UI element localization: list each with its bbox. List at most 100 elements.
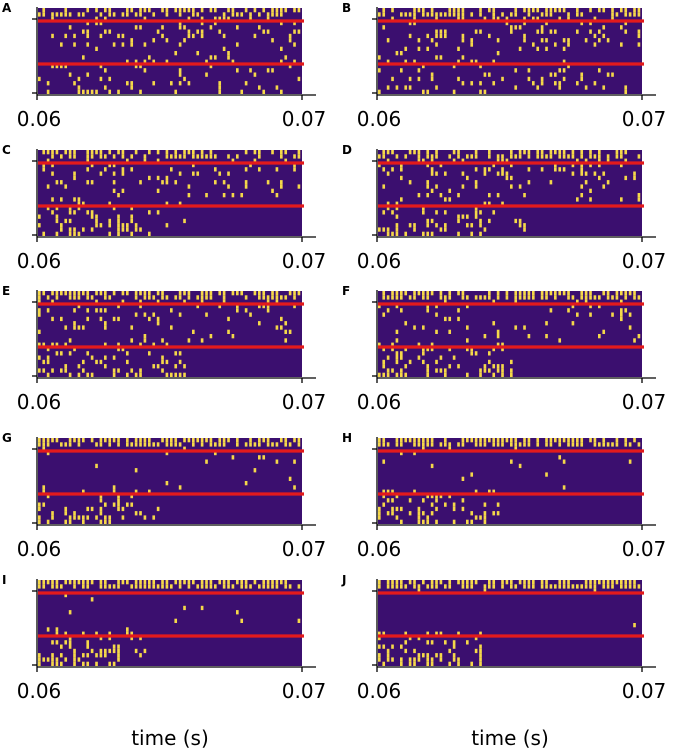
spike-cell — [293, 29, 296, 34]
spike-cell — [417, 506, 421, 512]
spike-cell — [222, 193, 226, 198]
spike-cell — [205, 438, 208, 443]
spike-cell — [439, 291, 443, 296]
spike-cell — [606, 180, 610, 185]
spike-cell — [549, 308, 553, 313]
spike-cell — [209, 580, 213, 585]
spike-cell — [554, 8, 557, 13]
spike-cell — [280, 184, 283, 189]
spike-cell — [479, 653, 482, 658]
spike-cell — [470, 154, 474, 159]
spike-cell — [400, 162, 403, 168]
spike-cell — [510, 459, 513, 464]
spike-cell — [73, 308, 76, 313]
spike-cell — [540, 150, 544, 155]
spike-cell — [183, 76, 186, 82]
spike-cell — [470, 81, 474, 86]
spike-cell — [558, 580, 562, 585]
spike-cell — [466, 580, 469, 585]
spike-cell — [90, 154, 94, 159]
spike-cell — [426, 346, 430, 352]
spike-cell — [426, 46, 430, 51]
spike-cell — [117, 218, 120, 224]
spike-cell — [165, 481, 169, 486]
spike-cell — [192, 329, 195, 334]
spike-cell — [112, 502, 116, 507]
spike-cell — [112, 162, 116, 168]
spike-cell — [457, 580, 460, 585]
spike-cell — [602, 580, 606, 585]
spike-cell — [448, 364, 452, 369]
spike-cell — [400, 438, 403, 443]
spike-cell — [444, 171, 447, 176]
spike-cell — [395, 351, 399, 356]
spike-cell — [444, 33, 447, 39]
spike-cell — [470, 231, 474, 236]
spike-cell — [258, 321, 261, 326]
spike-cell — [108, 438, 112, 443]
spike-cell — [514, 325, 518, 330]
spike-cell — [488, 584, 491, 589]
spike-cell — [514, 291, 518, 296]
spike-cell — [121, 171, 125, 176]
spike-cell — [501, 167, 504, 172]
spike-cell — [492, 580, 496, 585]
spike-cell — [620, 42, 623, 47]
spike-cell — [218, 81, 222, 86]
spike-cell — [51, 657, 54, 662]
spike-cell — [231, 334, 235, 339]
spike-cell — [64, 8, 68, 13]
spike-cell — [395, 515, 399, 520]
spike-cell — [536, 150, 540, 155]
spike-cell — [42, 342, 46, 347]
spike-cells — [38, 291, 301, 377]
spike-cell — [218, 29, 222, 34]
spike-cell — [143, 584, 147, 589]
spike-cell — [395, 85, 399, 90]
spike-cell — [266, 68, 270, 73]
spike-cell — [439, 442, 443, 447]
spike-cell — [112, 644, 116, 649]
spike-cell — [293, 162, 296, 168]
spike-cell — [435, 42, 438, 47]
spike-cell — [567, 63, 570, 69]
spike-cell — [395, 580, 399, 585]
panel-letter: B — [342, 1, 351, 15]
spike-cell — [457, 59, 460, 64]
spike-cell — [408, 657, 412, 662]
spike-cell — [152, 342, 156, 347]
spike-cell — [404, 154, 408, 159]
spike-cell — [417, 519, 421, 524]
spike-cell — [567, 291, 570, 296]
spike-cell — [426, 33, 430, 39]
spike-cell — [95, 308, 98, 313]
spike-cell — [408, 33, 412, 39]
spike-cell — [527, 580, 531, 585]
spike-cell — [51, 162, 54, 168]
spike-cell — [378, 372, 381, 377]
panel-a: A0.06 0.07 — [2, 1, 326, 131]
spike-cell — [435, 329, 438, 334]
spike-cell — [55, 438, 59, 443]
spike-cell — [77, 303, 81, 309]
spike-cell — [143, 42, 147, 47]
spike-cell — [400, 644, 403, 649]
spike-cell — [501, 584, 504, 589]
spike-cell — [253, 158, 257, 163]
spike-cell — [400, 506, 403, 512]
spike-cell — [430, 511, 434, 516]
spike-cell — [510, 150, 513, 155]
spike-cell — [60, 223, 63, 228]
spike-cell — [297, 29, 301, 34]
spike-cell — [518, 154, 522, 159]
spike-cell — [391, 231, 394, 236]
spike-cell — [258, 12, 261, 17]
spike-cell — [408, 661, 412, 666]
spike-cell — [165, 154, 169, 159]
spike-cell — [391, 580, 394, 585]
spike-cell — [479, 515, 482, 520]
spike-cell — [183, 25, 186, 30]
spike-cell — [628, 312, 632, 317]
spike-cell — [236, 12, 239, 17]
spike-cell — [501, 76, 504, 82]
